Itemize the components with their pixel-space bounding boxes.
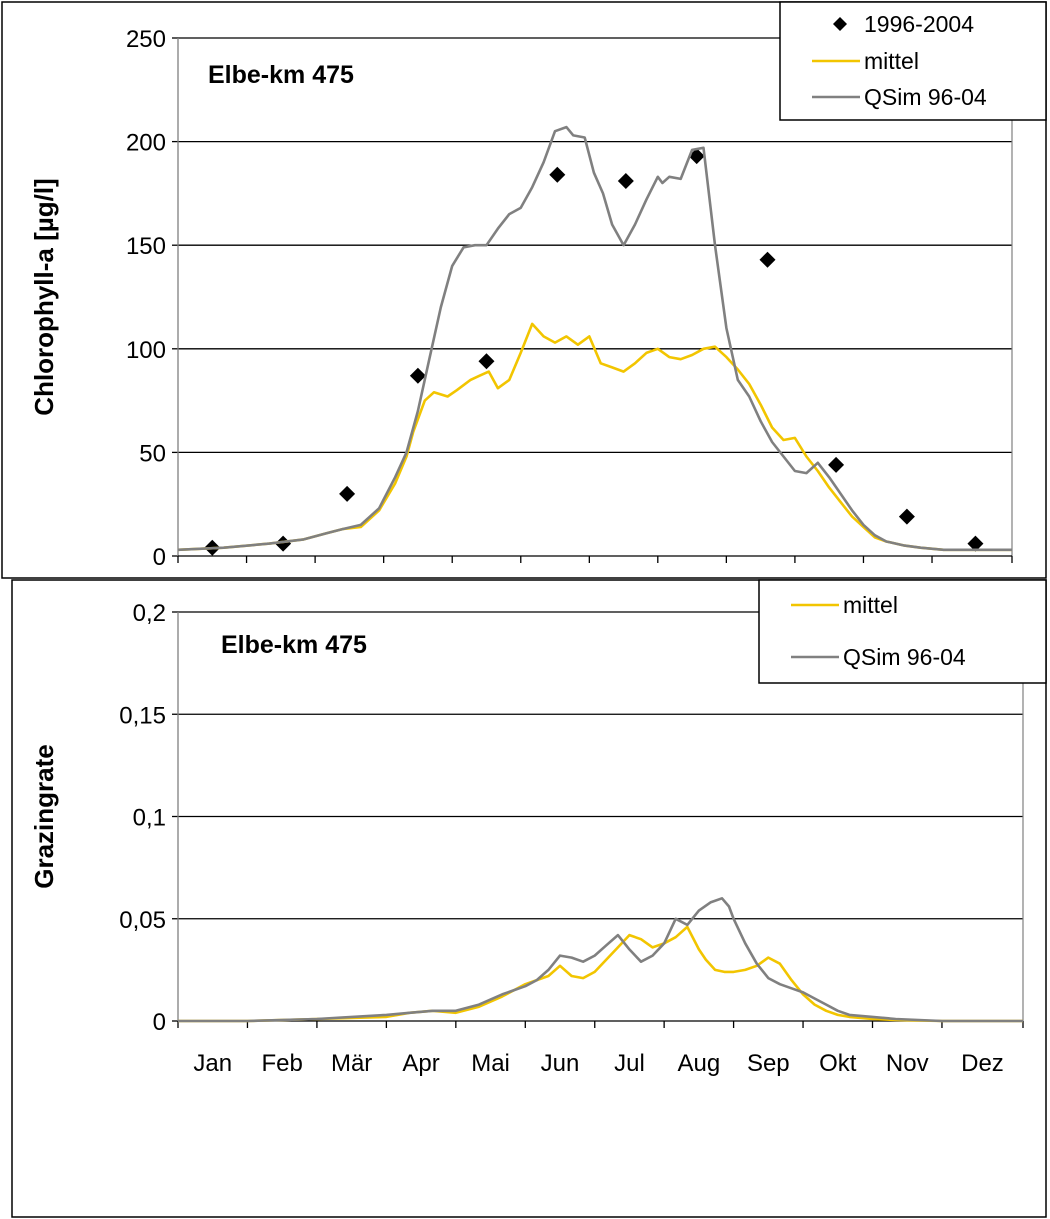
y-tick-label: 250 [126,26,166,53]
data-point [478,353,495,370]
data-point [339,485,356,502]
panel-frame [1,1,1047,579]
data-point [898,508,915,525]
y-axis-label: Chlorophyll-a [µg/l] [29,178,59,415]
legend-entry: 1996-2004 [864,11,974,37]
series-line-qsim [177,125,1012,552]
data-point [549,166,566,183]
y-axis-label: Grazingrate [29,744,59,889]
legend-entry: mittel [843,592,898,618]
x-tick-label: Apr [402,1050,439,1077]
y-tick-label: 0,05 [119,907,166,934]
legend-box [758,579,1047,684]
x-tick-label: Mär [331,1050,372,1077]
legend-entry: QSim 96-04 [864,84,987,110]
data-point [759,251,776,268]
y-tick-label: 50 [139,440,166,467]
series-line-mittel [177,322,1012,552]
y-tick-label: 0,2 [133,600,166,627]
data-point [967,535,984,552]
x-tick-label: Mai [471,1050,510,1077]
data-point [828,456,845,473]
legend-marker-diamond [833,17,847,31]
legend-entry: QSim 96-04 [843,644,966,670]
y-tick-label: 200 [126,130,166,157]
x-tick-label: Jan [193,1050,232,1077]
x-tick-label: Okt [819,1050,857,1077]
data-point [688,148,705,165]
y-tick-label: 0 [153,544,166,571]
y-tick-label: 150 [126,233,166,260]
data-point [409,367,426,384]
x-tick-label: Feb [262,1050,303,1077]
panel-annotation: Elbe-km 475 [221,631,367,659]
series-line-mittel [178,925,1023,1023]
x-tick-label: Jun [541,1050,580,1077]
series-line-qsim [178,896,1023,1023]
x-tick-label: Aug [678,1050,721,1077]
x-tick-label: Dez [961,1050,1004,1077]
y-tick-label: 0,1 [133,805,166,832]
y-tick-label: 0 [153,1009,166,1036]
x-tick-label: Sep [747,1050,790,1077]
x-tick-label: Jul [614,1050,645,1077]
data-point [275,535,292,552]
data-point [617,172,634,189]
panel-frame [11,579,1047,1218]
legend-entry: mittel [864,48,919,74]
y-tick-label: 100 [126,337,166,364]
y-tick-label: 0,15 [119,702,166,729]
panel-annotation: Elbe-km 475 [208,61,354,89]
x-tick-label: Nov [886,1050,929,1077]
